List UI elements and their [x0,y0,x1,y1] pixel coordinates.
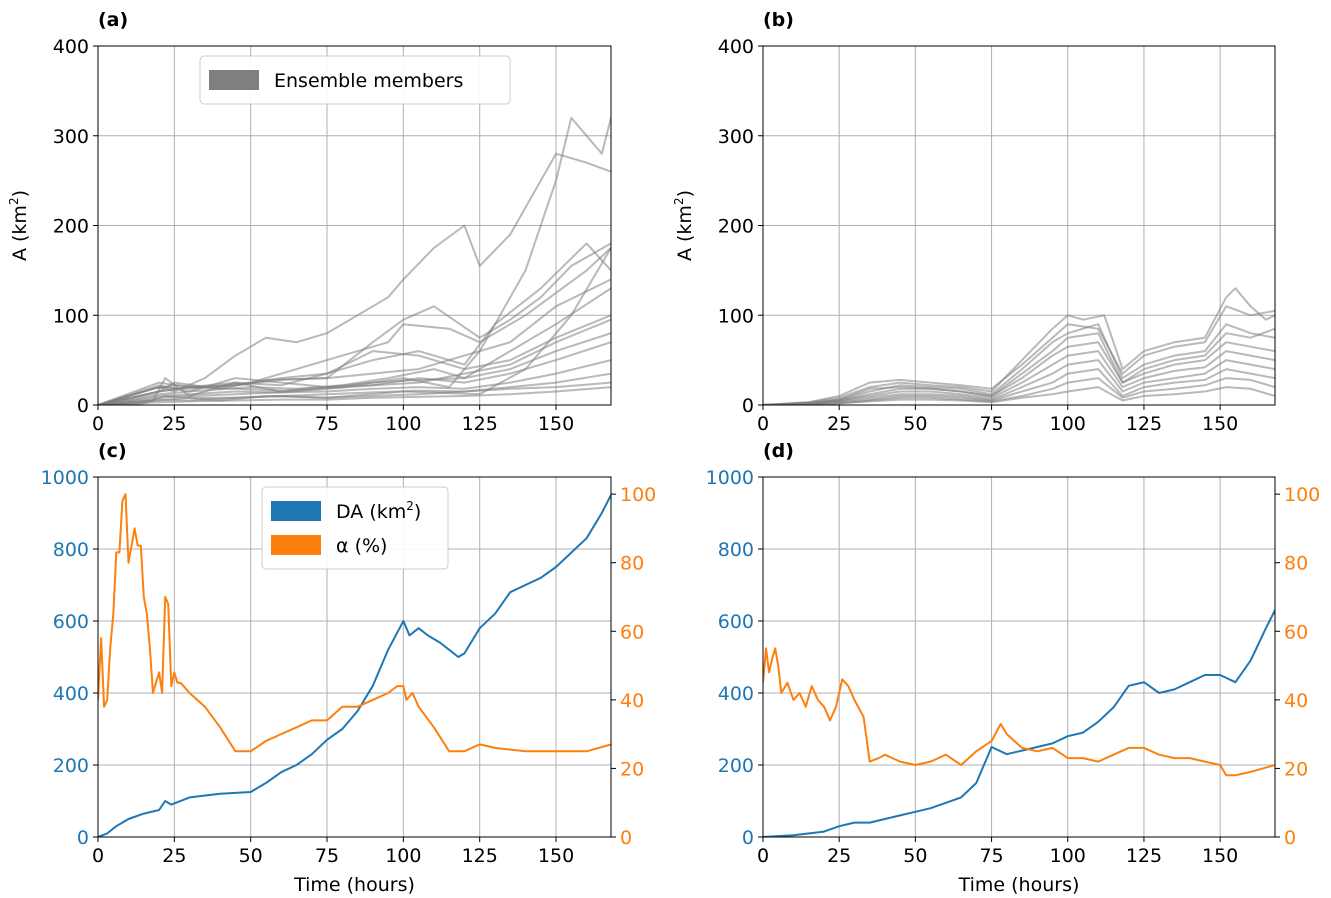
panel-label: (b) [763,9,794,31]
axes-frame [763,477,1275,837]
y2-tick-label: 20 [1284,758,1308,780]
legend-swatch [209,70,259,90]
y-tick-label: 0 [742,827,754,849]
x-tick-label: 0 [92,413,104,435]
y2-tick-label: 40 [620,690,644,712]
x-tick-label: 100 [385,845,421,867]
x-tick-label: 125 [1126,413,1162,435]
alpha-line [763,648,1275,775]
y2-tick-label: 20 [620,758,644,780]
panel-b: 0 25 50 75 100 125 150 0 100 200 300 400 A (km2) (b) [672,9,1275,435]
y-tick-label: 800 [53,539,89,561]
y-tick-label: 0 [77,395,89,417]
y-tick-label: 100 [53,305,89,327]
y-tick-label: 0 [77,827,89,849]
x-tick-label: 50 [239,845,263,867]
legend-swatch [271,535,321,555]
x-tick-label: 0 [757,845,769,867]
x-tick-label: 0 [757,413,769,435]
y-tick-label: 300 [718,126,754,148]
da-line [763,610,1275,837]
x-tick-label: 50 [903,413,927,435]
ensemble-member-line [98,248,611,405]
x-tick-label: 75 [979,845,1003,867]
panel-label: (d) [763,440,794,462]
x-tick-label: 150 [1202,845,1238,867]
x-tick-label: 150 [538,413,574,435]
y-tick-label: 600 [53,611,89,633]
y2-tick-label: 40 [1284,690,1308,712]
x-axis-label: Time (hours) [958,874,1080,896]
x-tick-label: 100 [385,413,421,435]
y2-tick-label: 0 [620,827,632,849]
ensemble-member-line [98,248,611,405]
x-tick-label: 150 [538,845,574,867]
x-tick-label: 125 [462,845,498,867]
y-tick-label: 200 [53,216,89,238]
x-tick-label: 150 [1202,413,1238,435]
x-tick-label: 25 [827,413,851,435]
y-tick-label: 200 [53,755,89,777]
x-tick-label: 25 [162,413,186,435]
y-axis-label: A (km2) [7,190,31,261]
y-tick-label: 1000 [41,467,89,489]
y2-tick-label: 100 [1284,484,1320,506]
ensemble-member-line [98,118,611,405]
y-tick-label: 300 [53,126,89,148]
y-tick-label: 400 [53,683,89,705]
y-tick-label: 100 [718,305,754,327]
y2-tick-label: 100 [620,484,656,506]
x-tick-label: 25 [827,845,851,867]
y-axis-label: A (km2) [672,190,696,261]
y-tick-label: 200 [718,755,754,777]
y-tick-label: 600 [718,611,754,633]
x-tick-label: 50 [239,413,263,435]
y-tick-label: 400 [718,36,754,58]
y-tick-label: 400 [718,683,754,705]
x-tick-label: 125 [1126,845,1162,867]
x-tick-label: 100 [1050,845,1086,867]
x-tick-label: 0 [92,845,104,867]
x-tick-label: 75 [315,845,339,867]
legend-label: Ensemble members [274,70,463,92]
panel-c: 0 25 50 75 100 125 150 0 200 400 600 800 1000 0 20 40 60… [41,440,657,896]
y-tick-label: 1000 [706,467,754,489]
x-axis-label: Time (hours) [293,874,415,896]
y-tick-label: 400 [53,36,89,58]
y-tick-label: 200 [718,216,754,238]
x-tick-label: 50 [903,845,927,867]
y-tick-label: 0 [742,395,754,417]
data-lines [763,288,1275,405]
x-tick-label: 125 [462,413,498,435]
panel-label: (a) [98,9,128,31]
x-tick-label: 75 [315,413,339,435]
y2-tick-label: 60 [1284,621,1308,643]
x-tick-label: 100 [1050,413,1086,435]
y-tick-label: 800 [718,539,754,561]
data-lines [763,610,1275,837]
legend-label: α (%) [336,535,387,557]
data-lines [98,118,611,405]
legend-swatch [271,501,321,521]
x-tick-label: 75 [979,413,1003,435]
y2-tick-label: 80 [620,553,644,575]
x-tick-label: 25 [162,845,186,867]
panel-a: 0 25 50 75 100 125 150 0 100 200 300 400 A (km2) (a) E… [7,9,611,435]
y2-tick-label: 60 [620,621,644,643]
y2-tick-label: 0 [1284,827,1296,849]
panel-label: (c) [98,440,127,462]
y2-tick-label: 80 [1284,553,1308,575]
panel-d: 0 25 50 75 100 125 150 0 200 400 600 800 1000 0 20 40 60… [706,440,1321,896]
